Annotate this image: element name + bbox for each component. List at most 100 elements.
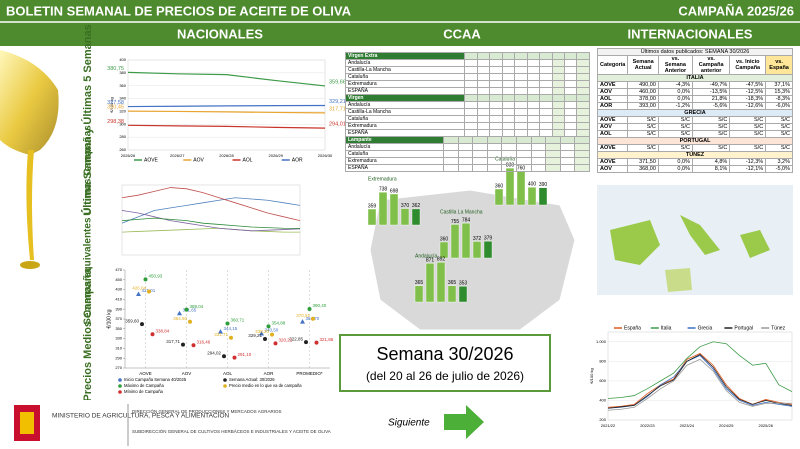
point: [140, 322, 144, 327]
table-title: Últimos datos publicados: SEMANA 30/2026: [597, 48, 793, 56]
legend-label: Mínimo de Campaña: [124, 389, 164, 394]
table-cell: 393,00: [627, 102, 659, 110]
table-cell: -12,3%: [729, 158, 767, 166]
table-cell: 15,3%: [765, 88, 793, 96]
series-line: [121, 217, 301, 229]
x-tick-label: PROMEDIO*: [296, 371, 323, 376]
x-tick-label: 2022/23: [640, 423, 655, 428]
region-name: Extremadura: [344, 122, 466, 130]
data-label: 360,71: [231, 318, 245, 323]
region-name: Andalucía: [344, 59, 466, 67]
bar: [538, 187, 548, 206]
legend-label: Grecia: [698, 325, 713, 331]
bar-label: 362: [412, 203, 421, 209]
week-subtitle: (del 20 al 26 de julio de 2026): [366, 369, 524, 383]
y-tick-label: 360: [119, 83, 126, 88]
bar: [516, 171, 526, 206]
y-tick-label: 270: [115, 365, 122, 370]
table-cell: AOVE: [596, 116, 629, 124]
legend-label: Túnez: [771, 325, 785, 331]
bar: [400, 208, 410, 226]
bar-label: 359: [368, 203, 377, 209]
x-tick-label: AOVE: [139, 371, 152, 376]
table-cell: AOL: [596, 95, 629, 103]
region-name: Extremadura: [368, 176, 397, 182]
legend-label: Italia: [661, 325, 672, 331]
bar-label: 755: [451, 219, 460, 225]
data-label: 327,58: [107, 100, 124, 106]
region-name: ESPAÑA: [344, 164, 445, 172]
table-cell: AOVE: [596, 158, 629, 166]
region-name: Cataluña: [344, 115, 466, 123]
legend-swatch: [223, 384, 227, 388]
bar: [527, 187, 537, 206]
table-cell: -13,5%: [691, 88, 731, 96]
legend-label: Precio medio en lo que va de campaña: [229, 383, 302, 388]
bar: [450, 224, 460, 259]
column-header: vs. Campaña anterior: [691, 55, 731, 75]
bar: [389, 193, 399, 226]
y-axis-label: €/100 kg: [109, 97, 114, 112]
data-label: 338,84: [156, 328, 170, 333]
y-tick-label: 410: [115, 296, 122, 301]
table-cell: S/C: [627, 144, 659, 152]
y-tick-label: 400: [119, 57, 126, 62]
data-label: 317,71: [329, 106, 346, 112]
point: [177, 310, 182, 316]
bar: [505, 167, 515, 206]
y-tick-label: 260: [119, 147, 126, 152]
data-label: 291,10: [238, 352, 252, 357]
y-tick-label: 400: [599, 398, 606, 403]
table-cell: 0,0%: [657, 165, 693, 173]
data-label: 359,66: [329, 79, 346, 85]
table-cell: 0,0%: [657, 88, 693, 96]
table-cell: S/C: [657, 130, 693, 138]
bar-label: 353: [459, 281, 468, 287]
bar: [411, 208, 421, 226]
series-line: [121, 227, 300, 233]
data-label: 294,01: [329, 122, 346, 128]
ccaa-table: Virgen Extra Andalucía Castilla-La Mancha C…: [344, 52, 590, 95]
region-name: Castilla-La Mancha: [344, 108, 466, 116]
y-tick-label: 390: [115, 306, 122, 311]
data-label: 317,71: [166, 339, 180, 344]
table-cell: 8,1%: [691, 165, 731, 173]
data-label: 364,50: [173, 316, 187, 321]
ministry: MINISTERIO DE AGRICULTURA, PESCA Y ALIME…: [52, 411, 230, 420]
side-label: Precios Medios Campaña: [82, 267, 94, 401]
bar: [483, 240, 493, 259]
point: [181, 342, 185, 347]
bar: [494, 188, 504, 206]
ccaa-table: Virgen Andalucía Castilla-La Mancha Cataluñ…: [344, 94, 590, 137]
table-cell: -4,3%: [657, 81, 693, 89]
bar-label: 372: [473, 236, 482, 242]
data-label: 381,65: [183, 307, 197, 312]
table-cell: S/C: [627, 116, 659, 124]
y-tick-label: 800: [599, 358, 606, 363]
table-cell: 460,00: [627, 88, 659, 96]
series-line: [121, 187, 301, 222]
region-name: Castilla-La Mancha: [344, 66, 466, 74]
international-table: Últimos datos publicados: SEMANA 30/2026…: [596, 48, 793, 173]
data-label: 370,51: [296, 313, 310, 318]
table-cell: AOV: [596, 165, 629, 173]
table-title: Virgen Extra: [344, 52, 466, 60]
next-label[interactable]: Siguiente: [388, 418, 430, 429]
table-cell: 4,8%: [691, 158, 731, 166]
point: [191, 343, 196, 348]
data-label: 359,60: [125, 318, 139, 323]
olive-oil-image: [0, 50, 59, 269]
table-cell: 371,50: [627, 158, 659, 166]
y-tick-label: 1.000: [596, 339, 607, 344]
region-name: Extremadura: [344, 157, 445, 165]
y-tick-label: 370: [115, 316, 122, 321]
table-cell: -49,7%: [691, 81, 731, 89]
point: [300, 319, 305, 324]
country: GRECIA: [597, 109, 793, 117]
next-arrow[interactable]: [444, 405, 484, 439]
side-label: Semanas equivalentes Últimas Campañas: [81, 125, 94, 325]
table-cell: -12,5%: [729, 88, 767, 96]
region-name: Andalucía: [344, 101, 466, 109]
region-name: Castilla La Mancha: [440, 209, 483, 215]
